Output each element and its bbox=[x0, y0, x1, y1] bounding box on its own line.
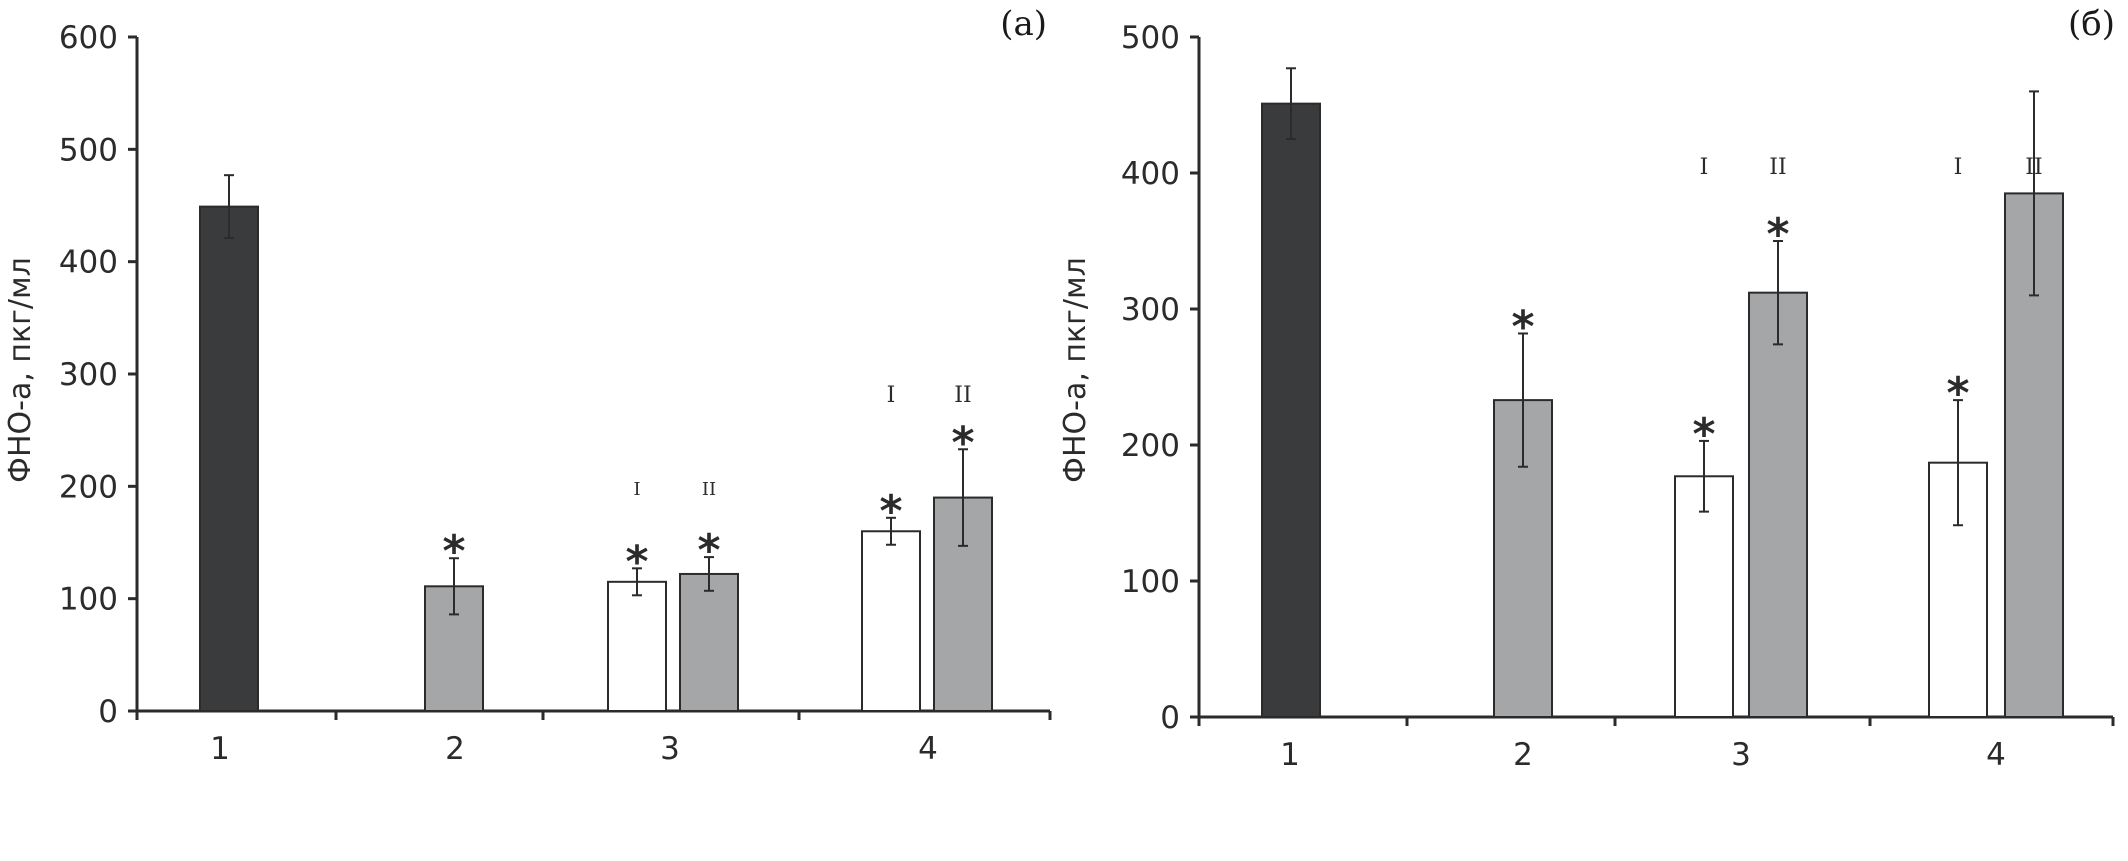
y-axis-title: ФНО-а, пкг/мл bbox=[3, 257, 38, 483]
y-tick-label: 200 bbox=[1121, 428, 1180, 464]
significance-star: * bbox=[879, 486, 902, 537]
y-tick-label: 400 bbox=[1121, 156, 1180, 192]
x-tick-label: 1 bbox=[1280, 737, 1300, 773]
group-marker: II bbox=[954, 383, 971, 408]
group-marker: I bbox=[1700, 155, 1709, 180]
bar bbox=[1748, 291, 1808, 718]
group-marker: I bbox=[633, 479, 640, 500]
y-tick-label: 0 bbox=[98, 694, 118, 730]
y-tick-label: 500 bbox=[1121, 20, 1180, 56]
significance-star: * bbox=[1692, 409, 1715, 460]
group-marker: I bbox=[1954, 155, 1963, 180]
x-tick-label: 3 bbox=[660, 731, 680, 767]
x-tick-label: 1 bbox=[210, 731, 230, 767]
significance-star: * bbox=[951, 417, 974, 468]
y-tick-label: 500 bbox=[59, 132, 118, 168]
bar bbox=[199, 205, 259, 713]
significance-star: * bbox=[625, 536, 648, 587]
y-tick-label: 300 bbox=[59, 357, 118, 393]
y-axis-title: ФНО-а, пкг/мл bbox=[1058, 257, 1093, 483]
chart-panel-2: 0 100 200 300 400 500 1 2 3 4 ФНО-а, пкг/мл (б) * * I *… bbox=[1058, 4, 2115, 773]
bar bbox=[1261, 102, 1321, 718]
group-marker: II bbox=[1769, 155, 1786, 180]
bar bbox=[1674, 475, 1734, 718]
x-tick-label: 2 bbox=[445, 731, 465, 767]
significance-star: * bbox=[1511, 301, 1534, 352]
x-tick-label: 4 bbox=[918, 731, 938, 767]
y-tick-label: 300 bbox=[1121, 292, 1180, 328]
panel-label: (а) bbox=[1000, 4, 1047, 44]
chart-panel-1: 0 100 200 300 400 500 600 1 2 3 4 ФНО-а, пкг/мл (а) *… bbox=[3, 4, 1052, 767]
bar bbox=[1493, 399, 1553, 718]
bar bbox=[679, 572, 739, 712]
significance-star: * bbox=[1766, 209, 1789, 260]
group-marker: I bbox=[887, 383, 896, 408]
bar bbox=[607, 580, 667, 712]
x-tick-label: 3 bbox=[1731, 737, 1751, 773]
panel-label: (б) bbox=[2068, 4, 2115, 44]
significance-star: * bbox=[697, 525, 720, 576]
group-marker: II bbox=[2025, 155, 2042, 180]
y-tick-label: 0 bbox=[1160, 700, 1180, 736]
significance-star: * bbox=[442, 526, 465, 577]
group-marker: II bbox=[702, 479, 716, 500]
y-tick-label: 200 bbox=[59, 469, 118, 505]
bar bbox=[861, 530, 921, 712]
y-tick-label: 400 bbox=[59, 245, 118, 281]
y-tick-label: 600 bbox=[59, 20, 118, 56]
significance-star: * bbox=[1946, 368, 1969, 419]
y-tick-label: 100 bbox=[59, 582, 118, 618]
x-tick-label: 2 bbox=[1513, 737, 1533, 773]
x-tick-label: 4 bbox=[1986, 737, 2006, 773]
y-tick-label: 100 bbox=[1121, 564, 1180, 600]
